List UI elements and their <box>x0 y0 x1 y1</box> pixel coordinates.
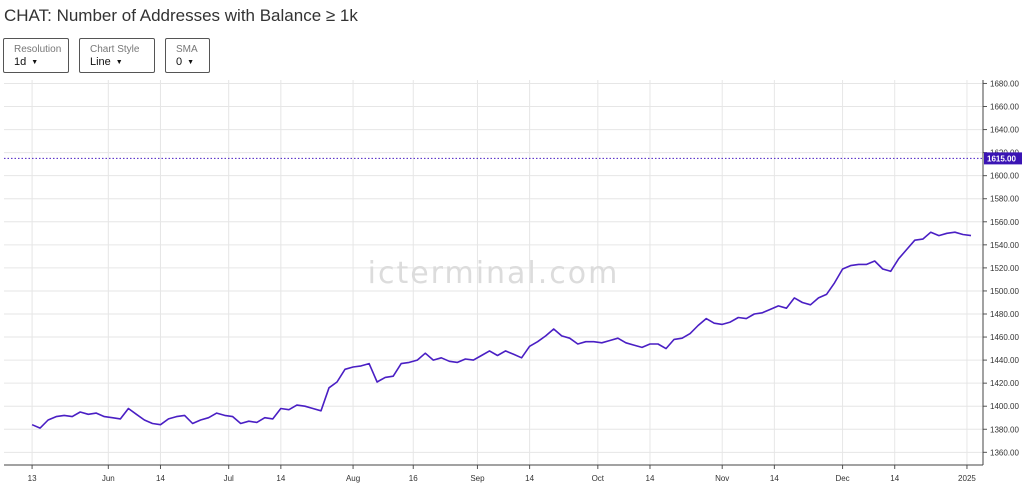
x-tick-label: 14 <box>525 474 534 483</box>
series-layer <box>31 231 972 429</box>
x-tick-label: Jun <box>102 474 115 483</box>
chart-controls: Resolution 1d ▼ Chart Style Line ▼ SMA 0 ▼ <box>3 38 210 73</box>
caret-down-icon: ▼ <box>187 58 195 66</box>
resolution-label: Resolution <box>14 43 62 55</box>
y-tick-label: 1460.00 <box>990 333 1019 342</box>
x-tick-label: 14 <box>646 474 655 483</box>
x-tick-label: 14 <box>890 474 899 483</box>
caret-down-icon: ▼ <box>115 58 123 66</box>
watermark-text: icterminal.com <box>368 256 620 291</box>
y-tick-label: 1520.00 <box>990 264 1019 273</box>
sma-value: 0 <box>176 55 183 68</box>
y-tick-label: 1380.00 <box>990 425 1019 434</box>
chart-style-dropdown[interactable]: Chart Style Line ▼ <box>79 38 155 73</box>
chart-style-value-wrap: Line ▼ <box>90 56 144 69</box>
sma-dropdown[interactable]: SMA 0 ▼ <box>165 38 210 73</box>
y-tick-label: 1420.00 <box>990 379 1019 388</box>
x-tick-label: 13 <box>28 474 37 483</box>
y-tick-label: 1660.00 <box>990 103 1019 112</box>
chart-title: CHAT: Number of Addresses with Balance ≥… <box>4 6 358 25</box>
x-tick-label: Aug <box>346 474 360 483</box>
x-tick-label: 14 <box>276 474 285 483</box>
sma-label: SMA <box>176 43 198 55</box>
y-tick-label: 1480.00 <box>990 310 1019 319</box>
y-tick-label: 1600.00 <box>990 172 1019 181</box>
y-tick-label: 1500.00 <box>990 287 1019 296</box>
series-line[interactable] <box>31 231 972 429</box>
x-tick-label: 14 <box>770 474 779 483</box>
x-tick-label: 2025 <box>958 474 976 483</box>
resolution-value-wrap: 1d ▼ <box>14 56 58 69</box>
chart-style-value: Line <box>90 55 111 68</box>
last-value-label: 1615.00 <box>987 154 1016 163</box>
x-tick-label: Dec <box>835 474 849 483</box>
y-tick-label: 1400.00 <box>990 402 1019 411</box>
x-tick-label: 14 <box>156 474 165 483</box>
x-tick-label: Sep <box>470 474 485 483</box>
y-tick-label: 1640.00 <box>990 126 1019 135</box>
last-value-badge <box>984 152 1022 165</box>
sma-value-wrap: 0 ▼ <box>176 56 199 69</box>
y-tick-label: 1580.00 <box>990 195 1019 204</box>
y-tick-label: 1540.00 <box>990 241 1019 250</box>
x-tick-label: Oct <box>592 474 605 483</box>
y-tick-label: 1680.00 <box>990 79 1019 88</box>
resolution-value: 1d <box>14 55 27 68</box>
resolution-dropdown[interactable]: Resolution 1d ▼ <box>3 38 69 73</box>
grid <box>4 80 983 465</box>
y-tick-label: 1440.00 <box>990 356 1019 365</box>
y-tick-label: 1360.00 <box>990 448 1019 457</box>
x-tick-label: Jul <box>224 474 234 483</box>
last-value-layer: 1615.00 <box>4 152 1022 165</box>
x-tick-label: 16 <box>409 474 418 483</box>
x-tick-label: Nov <box>715 474 729 483</box>
caret-down-icon: ▼ <box>31 58 39 66</box>
chart-style-label: Chart Style <box>90 43 140 55</box>
y-tick-label: 1560.00 <box>990 218 1019 227</box>
axes: 1360.00 1380.00 1400.00 1420.00 1440.00 1460.… <box>4 79 1019 483</box>
